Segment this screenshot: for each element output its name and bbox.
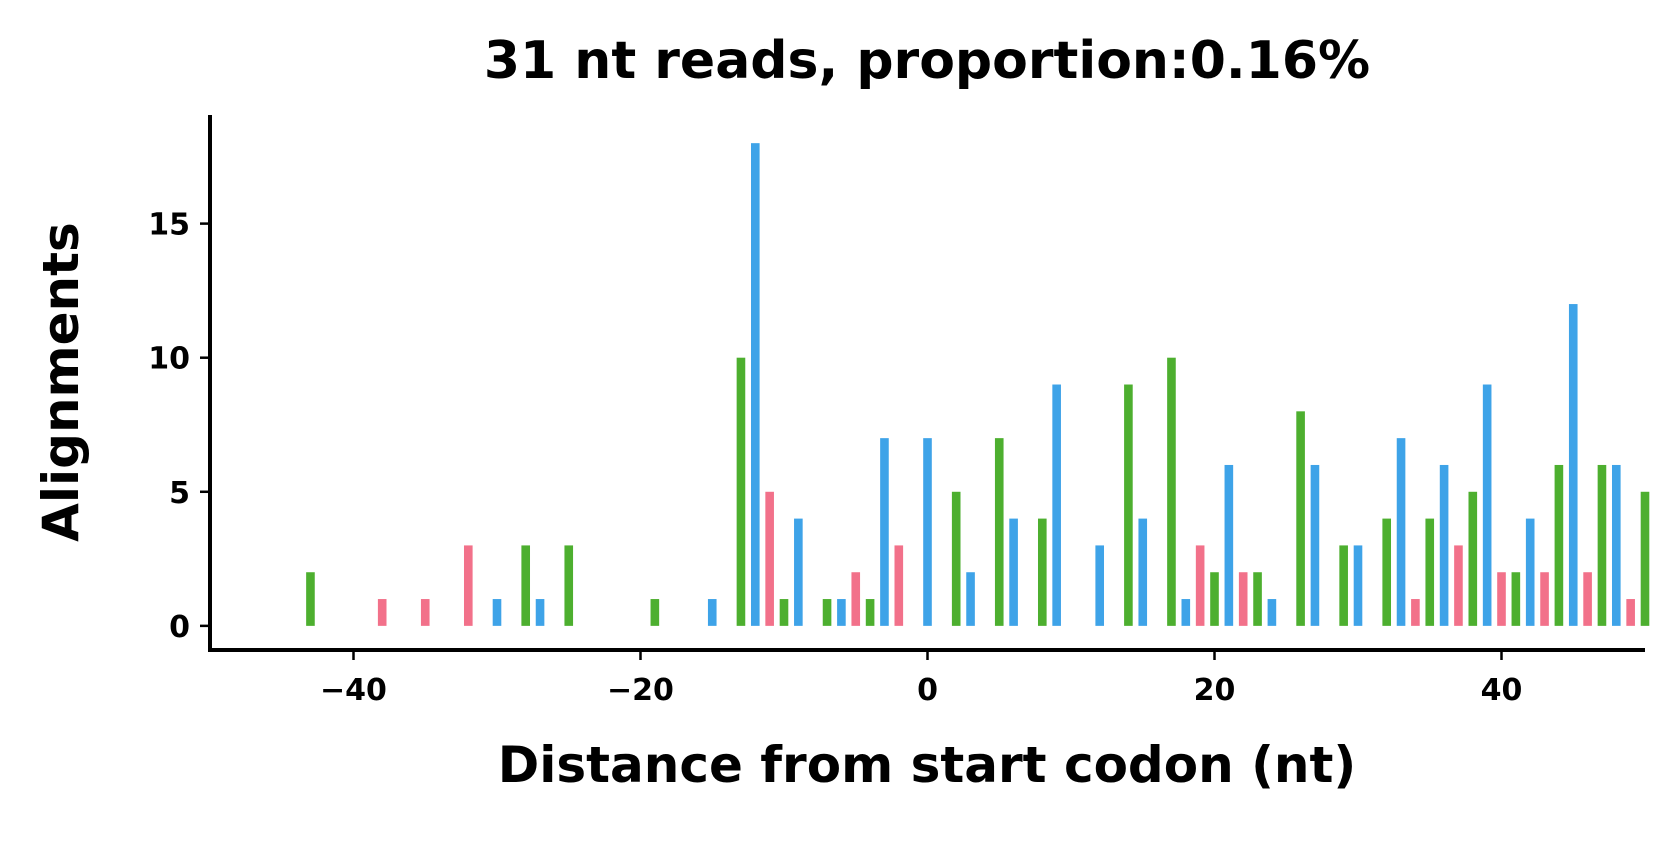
bar — [1124, 384, 1133, 626]
bar — [822, 599, 832, 626]
bar — [736, 357, 746, 626]
y-tick-label: 15 — [148, 208, 190, 243]
bar — [765, 491, 774, 626]
x-tick-label: −20 — [607, 673, 674, 708]
y-tick-label: 5 — [169, 476, 190, 511]
bar — [377, 599, 387, 626]
bar — [650, 599, 660, 626]
bar — [1195, 545, 1205, 626]
bar — [1640, 491, 1650, 626]
y-tick-label: 0 — [169, 610, 190, 645]
bar — [1454, 545, 1463, 626]
bar — [1554, 464, 1564, 626]
bar — [894, 545, 904, 626]
bar — [1511, 572, 1521, 626]
bar — [966, 572, 975, 626]
x-tick-label: 40 — [1481, 673, 1523, 708]
x-axis-label: Distance from start codon (nt) — [498, 736, 1357, 794]
bar — [1468, 491, 1478, 626]
bar — [521, 545, 531, 626]
x-tick-label: 20 — [1194, 673, 1236, 708]
bar — [1382, 518, 1392, 626]
bar — [535, 599, 545, 626]
bar — [463, 545, 473, 626]
bar — [1238, 572, 1248, 626]
bar — [1095, 545, 1105, 626]
bar — [1009, 518, 1018, 626]
bar — [1052, 384, 1061, 626]
bar — [420, 599, 430, 626]
y-tick-label: 10 — [148, 342, 190, 377]
chart-title: 31 nt reads, proportion:0.16% — [484, 31, 1370, 91]
bar — [1224, 464, 1234, 626]
x-tick-label: 0 — [917, 673, 938, 708]
bar — [865, 599, 875, 626]
bar — [1425, 518, 1435, 626]
bar — [1597, 464, 1607, 626]
bar — [1583, 572, 1592, 626]
bar — [1540, 572, 1549, 626]
bar — [880, 438, 889, 626]
bar — [923, 438, 932, 626]
bar — [1497, 572, 1506, 626]
bar — [994, 438, 1004, 626]
bar — [750, 143, 760, 626]
bar — [837, 599, 846, 626]
bar — [1439, 464, 1449, 626]
bar — [1396, 438, 1406, 626]
bar — [851, 572, 861, 626]
y-axis-label: Alignments — [32, 222, 90, 542]
bar — [1253, 572, 1262, 626]
bar — [707, 599, 717, 626]
bar — [564, 545, 574, 626]
bar — [1611, 464, 1621, 626]
bar — [1568, 304, 1578, 626]
bar — [1339, 545, 1348, 626]
bar — [794, 518, 803, 626]
bar — [1167, 357, 1176, 626]
bar — [1181, 599, 1191, 626]
bar — [779, 599, 789, 626]
bar — [1525, 518, 1535, 626]
bar — [1353, 545, 1363, 626]
bar — [1037, 518, 1047, 626]
bar — [1626, 599, 1635, 626]
bar — [1210, 572, 1219, 626]
bar — [1482, 384, 1492, 626]
bar — [492, 599, 502, 626]
bar — [951, 491, 961, 626]
bar — [1310, 464, 1320, 626]
bar — [1411, 599, 1420, 626]
bar — [1296, 411, 1305, 626]
bar — [306, 572, 315, 626]
x-tick-label: −40 — [320, 673, 387, 708]
bar — [1267, 599, 1277, 626]
bar — [1138, 518, 1148, 626]
